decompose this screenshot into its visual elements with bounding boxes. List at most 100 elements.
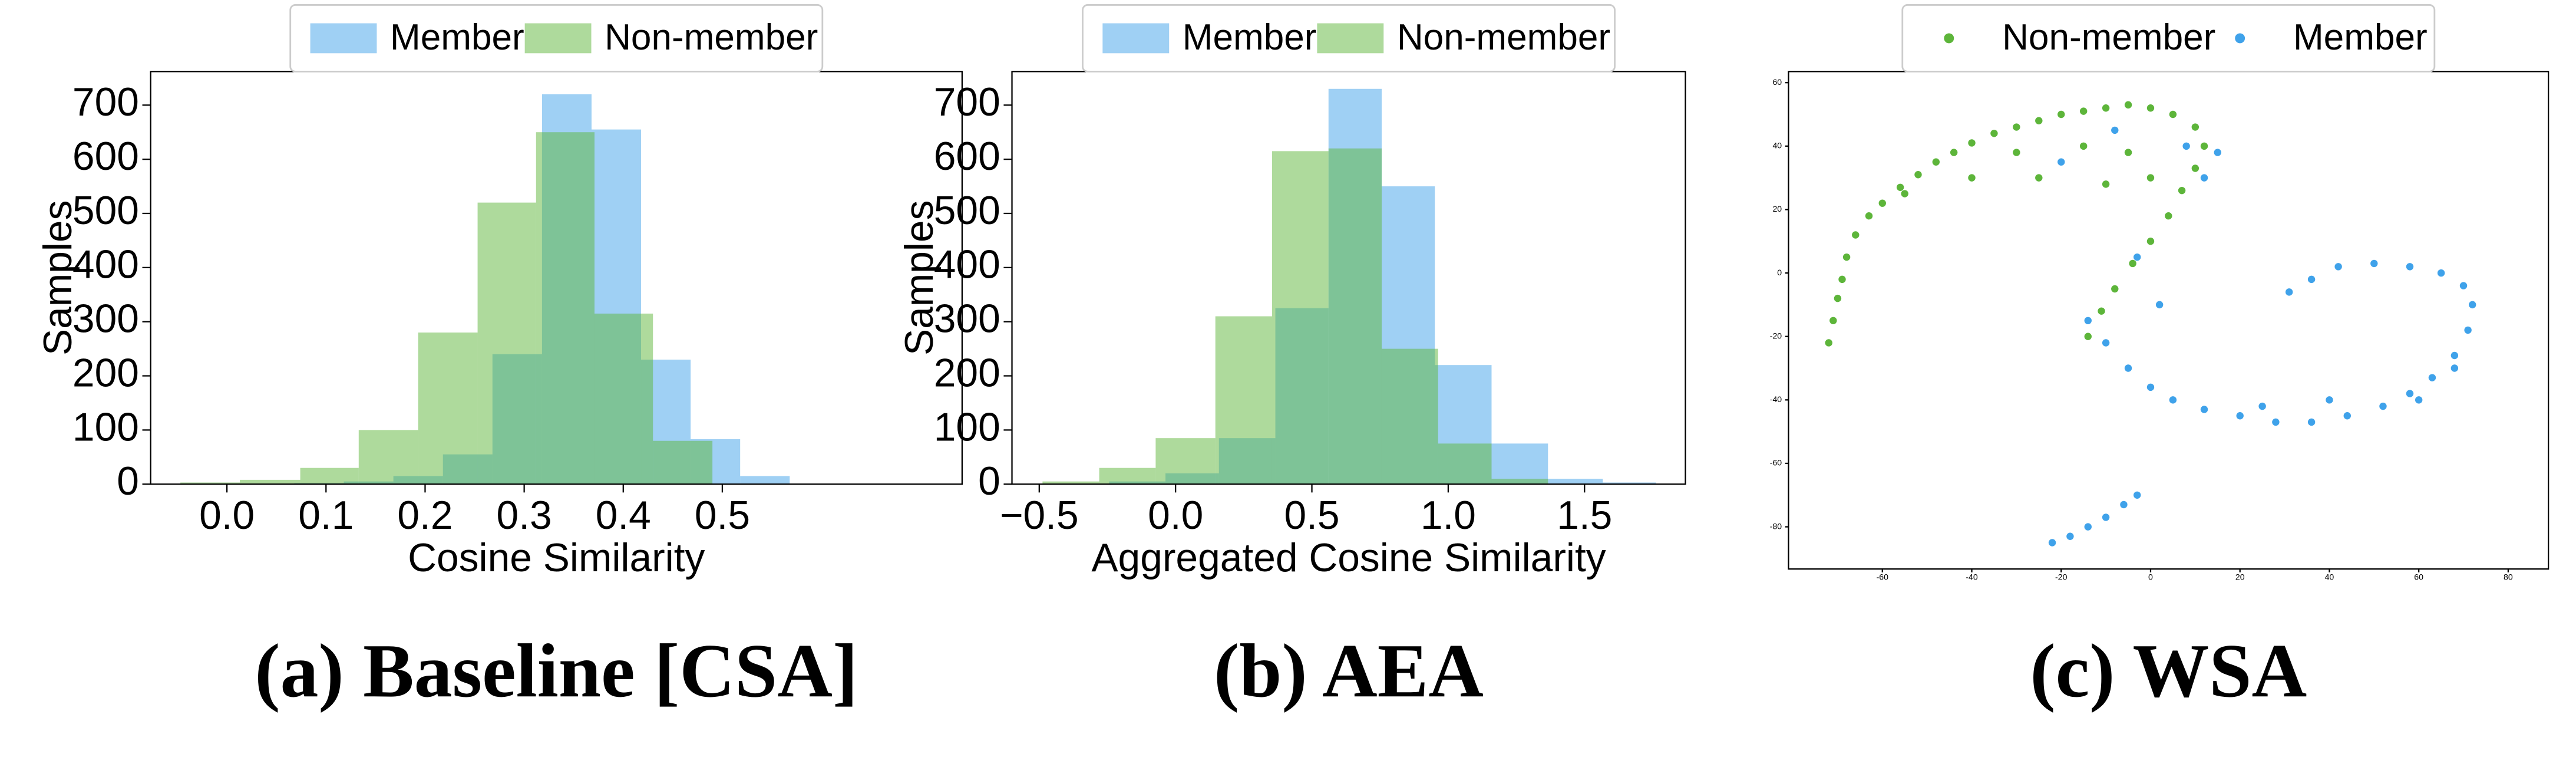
point [2124,364,2132,372]
legend-swatch [310,23,377,54]
point [2155,301,2164,309]
point [2013,123,2020,131]
point [2102,339,2110,347]
point [2084,317,2092,325]
bar [240,479,300,485]
caption: (a) Baseline [CSA] [255,628,858,713]
y-tick-label: 300 [72,297,139,341]
point [2415,396,2423,404]
point [2035,174,2043,182]
y-tick-label: 700 [72,80,139,124]
bar [418,333,478,485]
legend-label: Member [2293,17,2428,58]
point [1838,275,1846,284]
legend-label: Non-member [605,17,818,58]
legend-swatch [524,23,592,54]
y-tick-label: 500 [72,189,139,233]
bar [358,430,418,485]
y-tick-label: 600 [934,134,1000,179]
point [2124,149,2132,156]
point [2200,406,2208,413]
bar [1381,348,1438,485]
point [2468,301,2476,309]
bar [1438,443,1492,485]
point [2146,174,2155,182]
legend-box [1901,4,2436,73]
point [2124,101,2132,109]
bar [1328,148,1382,485]
point [2111,126,2119,134]
point [1932,158,1940,166]
point [1829,317,1837,325]
y-tick-label: 60 [1772,77,1782,87]
point [2084,333,2092,340]
bar [1272,151,1329,485]
legend-marker [1944,33,1954,44]
bar [536,132,595,485]
bar [300,468,359,485]
point [1865,212,1873,220]
point [2326,396,2333,404]
y-tick-label: 200 [72,351,139,395]
x-tick-label: 0.3 [497,493,552,538]
point [1834,294,1842,302]
y-tick-label: -60 [1770,458,1782,468]
bar [1548,479,1603,485]
x-axis-label: Cosine Similarity [408,536,705,580]
point [1852,231,1860,239]
point [1901,190,1908,197]
y-axis-label: Samples [897,200,942,355]
x-tick-label: -20 [2055,572,2068,582]
y-tick-label: 40 [1772,141,1782,150]
point [2146,238,2155,245]
bar [653,440,713,485]
bar [740,476,790,485]
y-tick-label: 100 [934,405,1000,449]
x-tick-label: 0.2 [397,493,453,538]
y-tick-label: 0 [1777,268,1782,277]
legend-marker [2235,33,2245,44]
point [2013,149,2020,156]
bar [1215,316,1272,485]
x-tick-label: 20 [2235,572,2245,582]
point [2406,390,2414,397]
caption: (b) AEA [1214,628,1484,713]
point [1990,130,1998,137]
point [2169,110,2177,118]
x-tick-label: 0.5 [1284,493,1339,538]
y-tick-label: 700 [934,80,1000,124]
point [2464,326,2472,334]
legend-label: Non-member [1397,17,1610,58]
x-tick-label: 0.1 [298,493,354,538]
x-tick-label: -60 [1877,572,1889,582]
point [2428,374,2436,381]
point [2165,212,2172,220]
point [2343,412,2351,420]
legend-swatch [1102,23,1170,54]
bar [1099,468,1156,485]
point [2058,158,2065,166]
y-tick-label: -40 [1770,394,1782,404]
point [2370,259,2378,268]
point [2307,275,2316,284]
bar [180,482,240,485]
y-axis-label: Samples [36,200,80,355]
point [2379,402,2387,410]
bar [595,313,653,485]
x-tick-label: 0.0 [1148,493,1203,538]
point [1825,339,1832,347]
point [2066,532,2074,540]
bar [1491,479,1548,485]
point [2134,253,2141,261]
point [1968,139,1976,147]
y-tick-label: 20 [1772,204,1782,213]
point [1842,253,1851,261]
y-tick-label: 600 [72,134,139,179]
x-tick-label: 0.0 [199,493,255,538]
point [1896,183,1904,191]
point [2079,142,2088,150]
point [2272,418,2280,426]
point [2459,282,2468,289]
